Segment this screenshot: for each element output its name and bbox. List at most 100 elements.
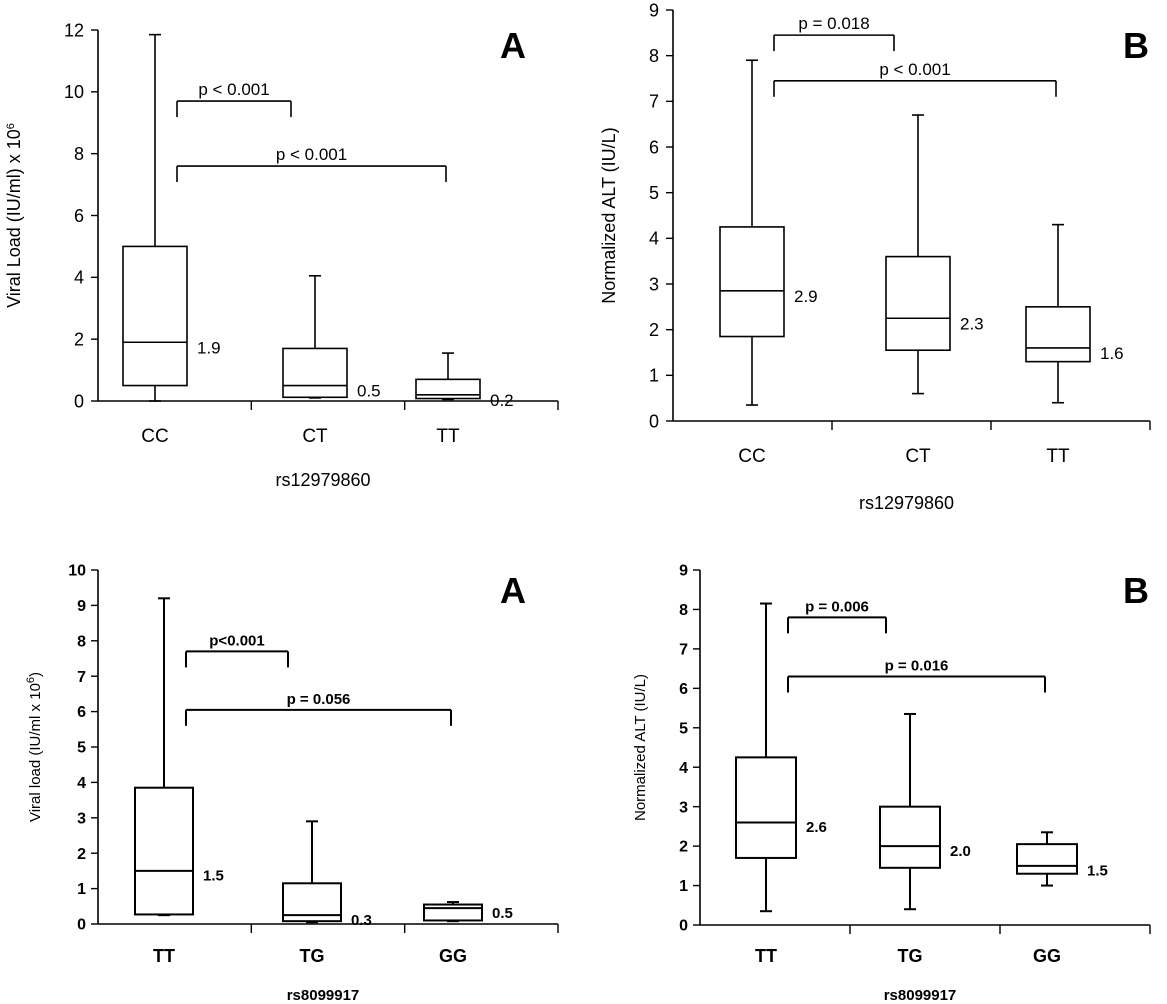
chart-panel-3: 0 1 2 3 4 5 6 7 8 9 10 TT TG GG 1.5 0.3 0.5 p<0.001 p = 0.… xyxy=(25,563,559,1004)
panel-letter: B xyxy=(1123,25,1149,66)
box-iqr xyxy=(1016,843,1078,875)
y-tick-label: 1 xyxy=(77,881,86,898)
box-iqr xyxy=(719,226,785,338)
y-tick-label: 8 xyxy=(649,46,659,66)
y-tick-label: 0 xyxy=(74,391,84,411)
x-axis-label: rs12979860 xyxy=(859,493,954,513)
panel-letter: A xyxy=(500,25,526,66)
box-gg: 0.5 xyxy=(423,901,513,923)
x-axis-label: rs8099917 xyxy=(884,987,957,1004)
box-iqr xyxy=(879,805,941,869)
p-value-label: p = 0.016 xyxy=(885,658,949,675)
y-tick-label: 2 xyxy=(649,320,659,340)
box-iqr xyxy=(282,347,348,399)
p-value-label: p < 0.001 xyxy=(276,145,347,164)
significance-bracket-1: p < 0.001 xyxy=(176,80,292,118)
y-tick-label: 10 xyxy=(64,82,84,102)
median-value-label: 2.9 xyxy=(794,287,818,306)
x-category-label: TT xyxy=(1046,446,1070,467)
y-tick-label: 7 xyxy=(649,92,659,112)
median-value-label: 1.5 xyxy=(203,868,224,885)
box-cc: 2.9 xyxy=(719,59,818,406)
x-category-label: CT xyxy=(905,446,931,467)
box-iqr xyxy=(415,378,481,400)
y-tick-label: 6 xyxy=(77,704,86,721)
x-category-label: TT xyxy=(755,946,777,966)
box-iqr xyxy=(423,903,483,922)
median-value-label: 0.2 xyxy=(490,391,514,410)
box-iqr xyxy=(134,786,194,916)
y-tick-label: 1 xyxy=(679,878,688,895)
box-tt: 1.6 xyxy=(1025,223,1124,404)
y-tick-label: 6 xyxy=(679,681,688,698)
median-value-label: 0.5 xyxy=(492,905,513,922)
y-tick-label: 0 xyxy=(679,918,688,935)
box-ct: 0.5 xyxy=(282,274,381,401)
median-value-label: 1.5 xyxy=(1087,863,1108,880)
y-tick-label: 1 xyxy=(649,366,659,386)
x-category-label: TG xyxy=(898,946,923,966)
panel-letter: A xyxy=(500,570,526,611)
y-tick-label: 10 xyxy=(68,563,86,580)
y-tick-label: 8 xyxy=(679,602,688,619)
box-iqr xyxy=(1025,306,1091,363)
box-ct: 2.3 xyxy=(885,114,984,395)
x-category-label: GG xyxy=(1033,946,1061,966)
p-value-label: p = 0.018 xyxy=(798,14,869,33)
y-tick-label: 12 xyxy=(64,20,84,40)
significance-bracket-1: p = 0.018 xyxy=(773,14,895,52)
median-value-label: 2.0 xyxy=(950,843,971,860)
y-axis-label-superscript: 6 xyxy=(5,123,17,129)
y-tick-label: 9 xyxy=(679,563,688,580)
y-tick-label: 8 xyxy=(74,144,84,164)
box-cc: 1.9 xyxy=(122,33,221,402)
y-tick-label: 5 xyxy=(649,183,659,203)
y-tick-label: 0 xyxy=(77,917,86,934)
x-category-label: CC xyxy=(141,426,168,447)
chart-panel-4: 0 1 2 3 4 5 6 7 8 9 TT TG GG 2.6 2.0 1.5 p = 0.006 p = 0.… xyxy=(632,563,1151,1004)
box-tt: 1.5 xyxy=(134,597,224,917)
x-category-label: CC xyxy=(738,446,765,467)
x-category-label: TT xyxy=(153,946,175,966)
y-tick-label: 5 xyxy=(77,740,86,757)
chart-panel-2: 0 1 2 3 4 5 6 7 8 9 CC CT TT 2.9 2.3 1.6 p = 0.018 p < 0.… xyxy=(599,0,1151,513)
box-iqr xyxy=(885,255,951,352)
y-tick-label: 0 xyxy=(649,411,659,431)
p-value-label: p = 0.006 xyxy=(805,598,869,615)
significance-bracket-1: p = 0.006 xyxy=(787,598,887,634)
y-tick-label: 7 xyxy=(77,669,86,686)
y-tick-label: 2 xyxy=(77,846,86,863)
p-value-label: p < 0.001 xyxy=(879,60,950,79)
median-value-label: 1.6 xyxy=(1100,344,1124,363)
box-tg: 0.3 xyxy=(282,820,372,929)
significance-bracket-1: p<0.001 xyxy=(185,632,289,668)
box-iqr xyxy=(122,245,188,387)
y-tick-label: 3 xyxy=(649,274,659,294)
p-value-label: p < 0.001 xyxy=(198,80,269,99)
x-axis-label: rs12979860 xyxy=(275,470,370,490)
y-axis-label: Normalized ALT (IU/L) xyxy=(599,127,619,303)
y-tick-label: 7 xyxy=(679,641,688,658)
y-axis-label: Normalized ALT (IU/L) xyxy=(632,674,649,821)
y-tick-label: 3 xyxy=(679,799,688,816)
p-value-label: p = 0.056 xyxy=(287,691,351,708)
x-category-label: TG xyxy=(300,946,325,966)
y-axis-label-suffix: ) xyxy=(27,672,44,677)
panel-letter: B xyxy=(1123,570,1149,611)
significance-bracket-2: p = 0.056 xyxy=(185,691,452,726)
box-iqr xyxy=(735,756,797,859)
y-axis-label: Viral Load (IU/ml) x 106 xyxy=(4,123,24,308)
box-tg: 2.0 xyxy=(879,712,971,911)
p-value-label: p<0.001 xyxy=(209,632,264,649)
median-value-label: 0.3 xyxy=(351,912,372,929)
y-tick-label: 9 xyxy=(77,598,86,615)
median-value-label: 1.9 xyxy=(197,338,221,357)
x-axis-label: rs8099917 xyxy=(287,987,360,1004)
y-axis-label: Viral load (IU/ml x 106) xyxy=(25,672,44,822)
y-tick-label: 3 xyxy=(77,810,86,827)
median-value-label: 2.3 xyxy=(960,314,984,333)
y-tick-label: 2 xyxy=(74,329,84,349)
median-value-label: 0.5 xyxy=(357,382,381,401)
y-tick-label: 6 xyxy=(74,206,84,226)
